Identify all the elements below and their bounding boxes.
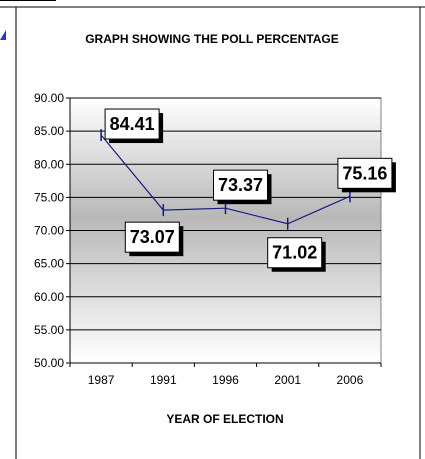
data-label-box <box>267 237 323 269</box>
data-label-text: 71.02 <box>272 243 317 263</box>
x-tick-label: 1996 <box>212 373 239 387</box>
x-tick-label: 2006 <box>337 373 364 387</box>
x-axis-title: YEAR OF ELECTION <box>166 412 283 426</box>
data-label-text: 84.41 <box>110 114 155 134</box>
x-axis-ticks: 1987 1991 1996 2001 2006 <box>69 363 382 387</box>
data-label-box <box>337 157 393 189</box>
data-label-box <box>104 108 160 140</box>
data-label: 84.41 <box>104 108 164 144</box>
data-label: 73.37 <box>213 169 272 205</box>
y-tick-label: 55.00 <box>34 323 64 337</box>
y-tick-label: 85.00 <box>34 124 64 138</box>
data-labels: 84.41 73.07 73.37 71.02 75.16 <box>104 108 396 272</box>
y-tick-label: 60.00 <box>34 290 64 304</box>
y-tick-label: 65.00 <box>34 257 64 271</box>
x-tick-label: 2001 <box>274 373 301 387</box>
y-axis-ticks: 50.00 55.00 60.00 65.00 70.00 75.00 80.00 85.00… <box>34 91 70 370</box>
data-label: 75.16 <box>337 157 396 193</box>
y-tick-label: 70.00 <box>34 224 64 238</box>
data-label-box <box>124 221 180 253</box>
chart-title: GRAPH SHOWING THE POLL PERCENTAGE <box>85 32 339 46</box>
y-tick-label: 80.00 <box>34 157 64 171</box>
data-label-text: 73.07 <box>130 227 175 247</box>
y-tick-label: 90.00 <box>34 91 64 105</box>
y-tick-label: 75.00 <box>34 190 64 204</box>
data-label: 71.02 <box>267 237 326 272</box>
data-label-text: 73.37 <box>218 175 263 195</box>
y-tick-label: 50.00 <box>34 356 64 370</box>
data-label: 73.07 <box>124 221 184 257</box>
data-label-text: 75.16 <box>342 163 387 183</box>
x-tick-label: 1991 <box>150 373 177 387</box>
data-label-box <box>213 169 268 201</box>
triangle-arrow-icon <box>0 30 6 40</box>
x-tick-label: 1987 <box>88 373 115 387</box>
